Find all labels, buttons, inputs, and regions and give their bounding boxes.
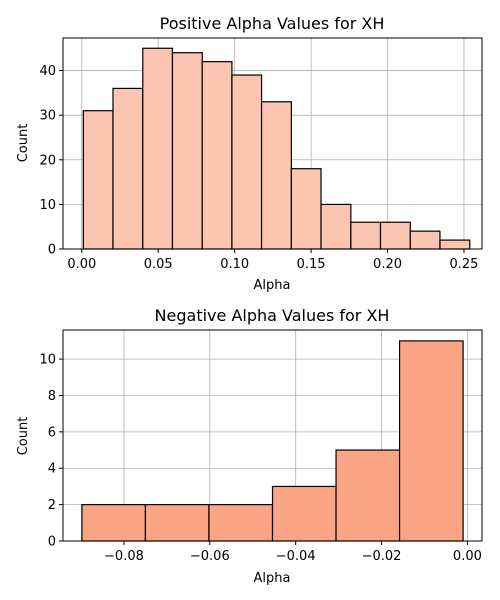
- y-axis-label: Count: [16, 417, 31, 456]
- histogram-bar: [171, 52, 203, 250]
- histogram-bar: [290, 168, 322, 250]
- histogram-bar: [439, 239, 471, 250]
- y-tick-label: 4: [48, 462, 56, 477]
- y-axis-label: Count: [16, 124, 31, 163]
- histogram-bar: [320, 203, 352, 250]
- histogram-bar: [144, 504, 210, 542]
- x-tick-label: 0.05: [144, 257, 173, 272]
- histogram-bar: [231, 74, 263, 250]
- x-tick-label: −0.02: [362, 549, 402, 564]
- x-tick-label: −0.08: [104, 549, 144, 564]
- histogram-bar: [142, 47, 174, 250]
- histogram-bar: [350, 221, 382, 250]
- histogram-bar: [81, 504, 147, 542]
- x-tick-label: 0.00: [67, 257, 96, 272]
- y-tick-label: 10: [39, 353, 56, 368]
- y-tick-label: 8: [48, 389, 56, 404]
- x-tick-label: 0.20: [373, 257, 402, 272]
- histogram-bar: [260, 101, 292, 250]
- plot-frame: [62, 329, 483, 542]
- x-tick-label: −0.06: [190, 549, 230, 564]
- histogram-bar: [82, 110, 114, 250]
- y-tick-label: 0: [48, 535, 56, 550]
- histogram-bar: [112, 87, 144, 250]
- chart-title: Negative Alpha Values for XH: [155, 306, 390, 325]
- x-ticks: −0.08 −0.06 −0.04 −0.02 0.00: [104, 541, 482, 564]
- y-tick-label: 30: [39, 109, 56, 124]
- y-tick-label: 10: [39, 198, 56, 213]
- histogram-bar: [208, 504, 274, 542]
- histogram-bar: [335, 449, 401, 542]
- y-tick-label: 40: [39, 64, 56, 79]
- x-axis-label: Alpha: [254, 571, 291, 586]
- chart-title: Positive Alpha Values for XH: [160, 14, 385, 33]
- x-axis-label: Alpha: [254, 278, 291, 293]
- y-tick-label: 20: [39, 153, 56, 168]
- positive-alpha-histogram: Positive Alpha Values for XH Alpha Count…: [16, 14, 483, 293]
- histogram-bar: [398, 340, 464, 542]
- negative-alpha-histogram: Negative Alpha Values for XH Alpha Count…: [16, 306, 483, 586]
- histogram-bar: [201, 61, 233, 250]
- x-tick-label: 0.25: [449, 257, 478, 272]
- y-tick-label: 2: [48, 498, 56, 513]
- x-tick-label: 0.10: [220, 257, 249, 272]
- x-tick-label: 0.00: [453, 549, 482, 564]
- y-ticks: 0 2 4 6 8 10: [39, 353, 63, 550]
- y-tick-label: 0: [48, 243, 56, 258]
- y-ticks: 0 10 20 30 40: [39, 64, 63, 258]
- x-tick-label: −0.04: [276, 549, 316, 564]
- histogram-bar: [379, 221, 411, 250]
- bars: [82, 47, 471, 250]
- bars: [81, 340, 464, 542]
- plot-frame: [62, 37, 483, 250]
- y-tick-label: 6: [48, 425, 56, 440]
- x-ticks: 0.00 0.05 0.10 0.15 0.20 0.25: [67, 249, 478, 272]
- x-tick-label: 0.15: [297, 257, 326, 272]
- histogram-bar: [271, 485, 337, 542]
- histogram-bar: [409, 230, 441, 250]
